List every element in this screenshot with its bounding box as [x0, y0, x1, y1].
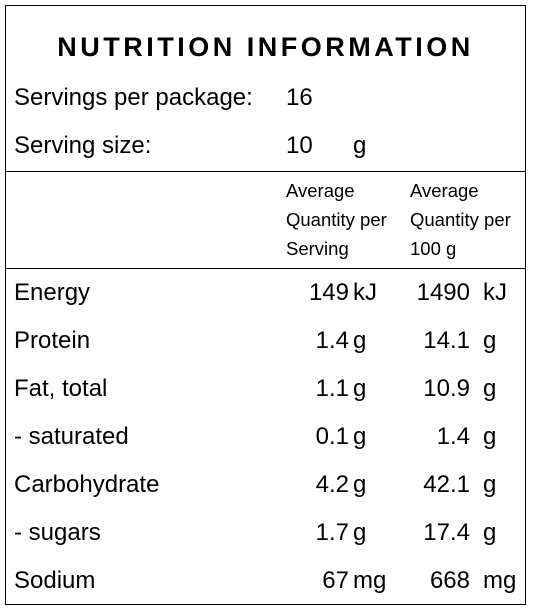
carbohydrate-label: Carbohydrate — [14, 471, 160, 498]
saturated-per-100g-value: 1.4 — [436, 423, 470, 450]
sodium-per-serving-unit: mg — [353, 567, 387, 594]
carbohydrate-per-100g-value: 42.1 — [423, 471, 470, 498]
header-per-100g-line2: Quantity per — [410, 209, 511, 230]
fat-total-per-100g-unit: g — [483, 375, 497, 402]
serving-size-unit: g — [353, 132, 367, 159]
fat-total-per-serving-value: 1.1 — [315, 375, 349, 402]
protein-per-100g-unit: g — [483, 327, 497, 354]
serving-size-label: Serving size: — [14, 132, 152, 159]
saturated-per-serving-unit: g — [353, 423, 367, 450]
saturated-per-100g-unit: g — [483, 423, 497, 450]
header-per-100g-line1: Average — [410, 180, 479, 201]
panel-title: NUTRITION INFORMATION — [57, 32, 474, 62]
servings-value: 16 — [286, 84, 313, 111]
header-per-serving-line1: Average — [286, 180, 355, 201]
sugars-per-100g-unit: g — [483, 519, 497, 546]
sugars-per-serving-unit: g — [353, 519, 367, 546]
carbohydrate-per-serving-unit: g — [353, 471, 367, 498]
energy-per-100g-value: 1490 — [416, 279, 470, 306]
energy-per-serving-unit: kJ — [353, 279, 377, 306]
fat-total-per-serving-unit: g — [353, 375, 367, 402]
energy-per-100g-unit: kJ — [483, 279, 507, 306]
sodium-per-100g-unit: mg — [483, 567, 517, 594]
header-per-100g-line3: 100 g — [410, 238, 457, 259]
protein-per-serving-value: 1.4 — [315, 327, 349, 354]
energy-label: Energy — [14, 279, 91, 306]
sugars-per-serving-value: 1.7 — [315, 519, 349, 546]
protein-per-serving-unit: g — [353, 327, 367, 354]
header-per-serving-line2: Quantity per — [286, 209, 387, 230]
energy-per-serving-value: 149 — [308, 279, 349, 306]
sodium-label: Sodium — [14, 567, 96, 594]
protein-per-100g-value: 14.1 — [423, 327, 470, 354]
protein-label: Protein — [14, 327, 91, 354]
sodium-per-100g-value: 668 — [429, 567, 470, 594]
divider-top — [6, 171, 525, 172]
sodium-per-serving-value: 67 — [322, 567, 349, 594]
divider-bottom — [6, 268, 525, 269]
fat-total-label: Fat, total — [14, 375, 108, 402]
serving-size-value: 10 — [286, 132, 313, 159]
sugars-per-100g-value: 17.4 — [423, 519, 470, 546]
sugars-label: - sugars — [14, 519, 101, 546]
carbohydrate-per-serving-value: 4.2 — [315, 471, 349, 498]
servings-label: Servings per package: — [14, 84, 253, 111]
nutrition-panel: NUTRITION INFORMATION Servings per packa… — [5, 5, 526, 605]
header-per-serving-line3: Serving — [286, 238, 349, 259]
fat-total-per-100g-value: 10.9 — [423, 375, 470, 402]
saturated-label: - saturated — [14, 423, 129, 450]
carbohydrate-per-100g-unit: g — [483, 471, 497, 498]
saturated-per-serving-value: 0.1 — [315, 423, 349, 450]
